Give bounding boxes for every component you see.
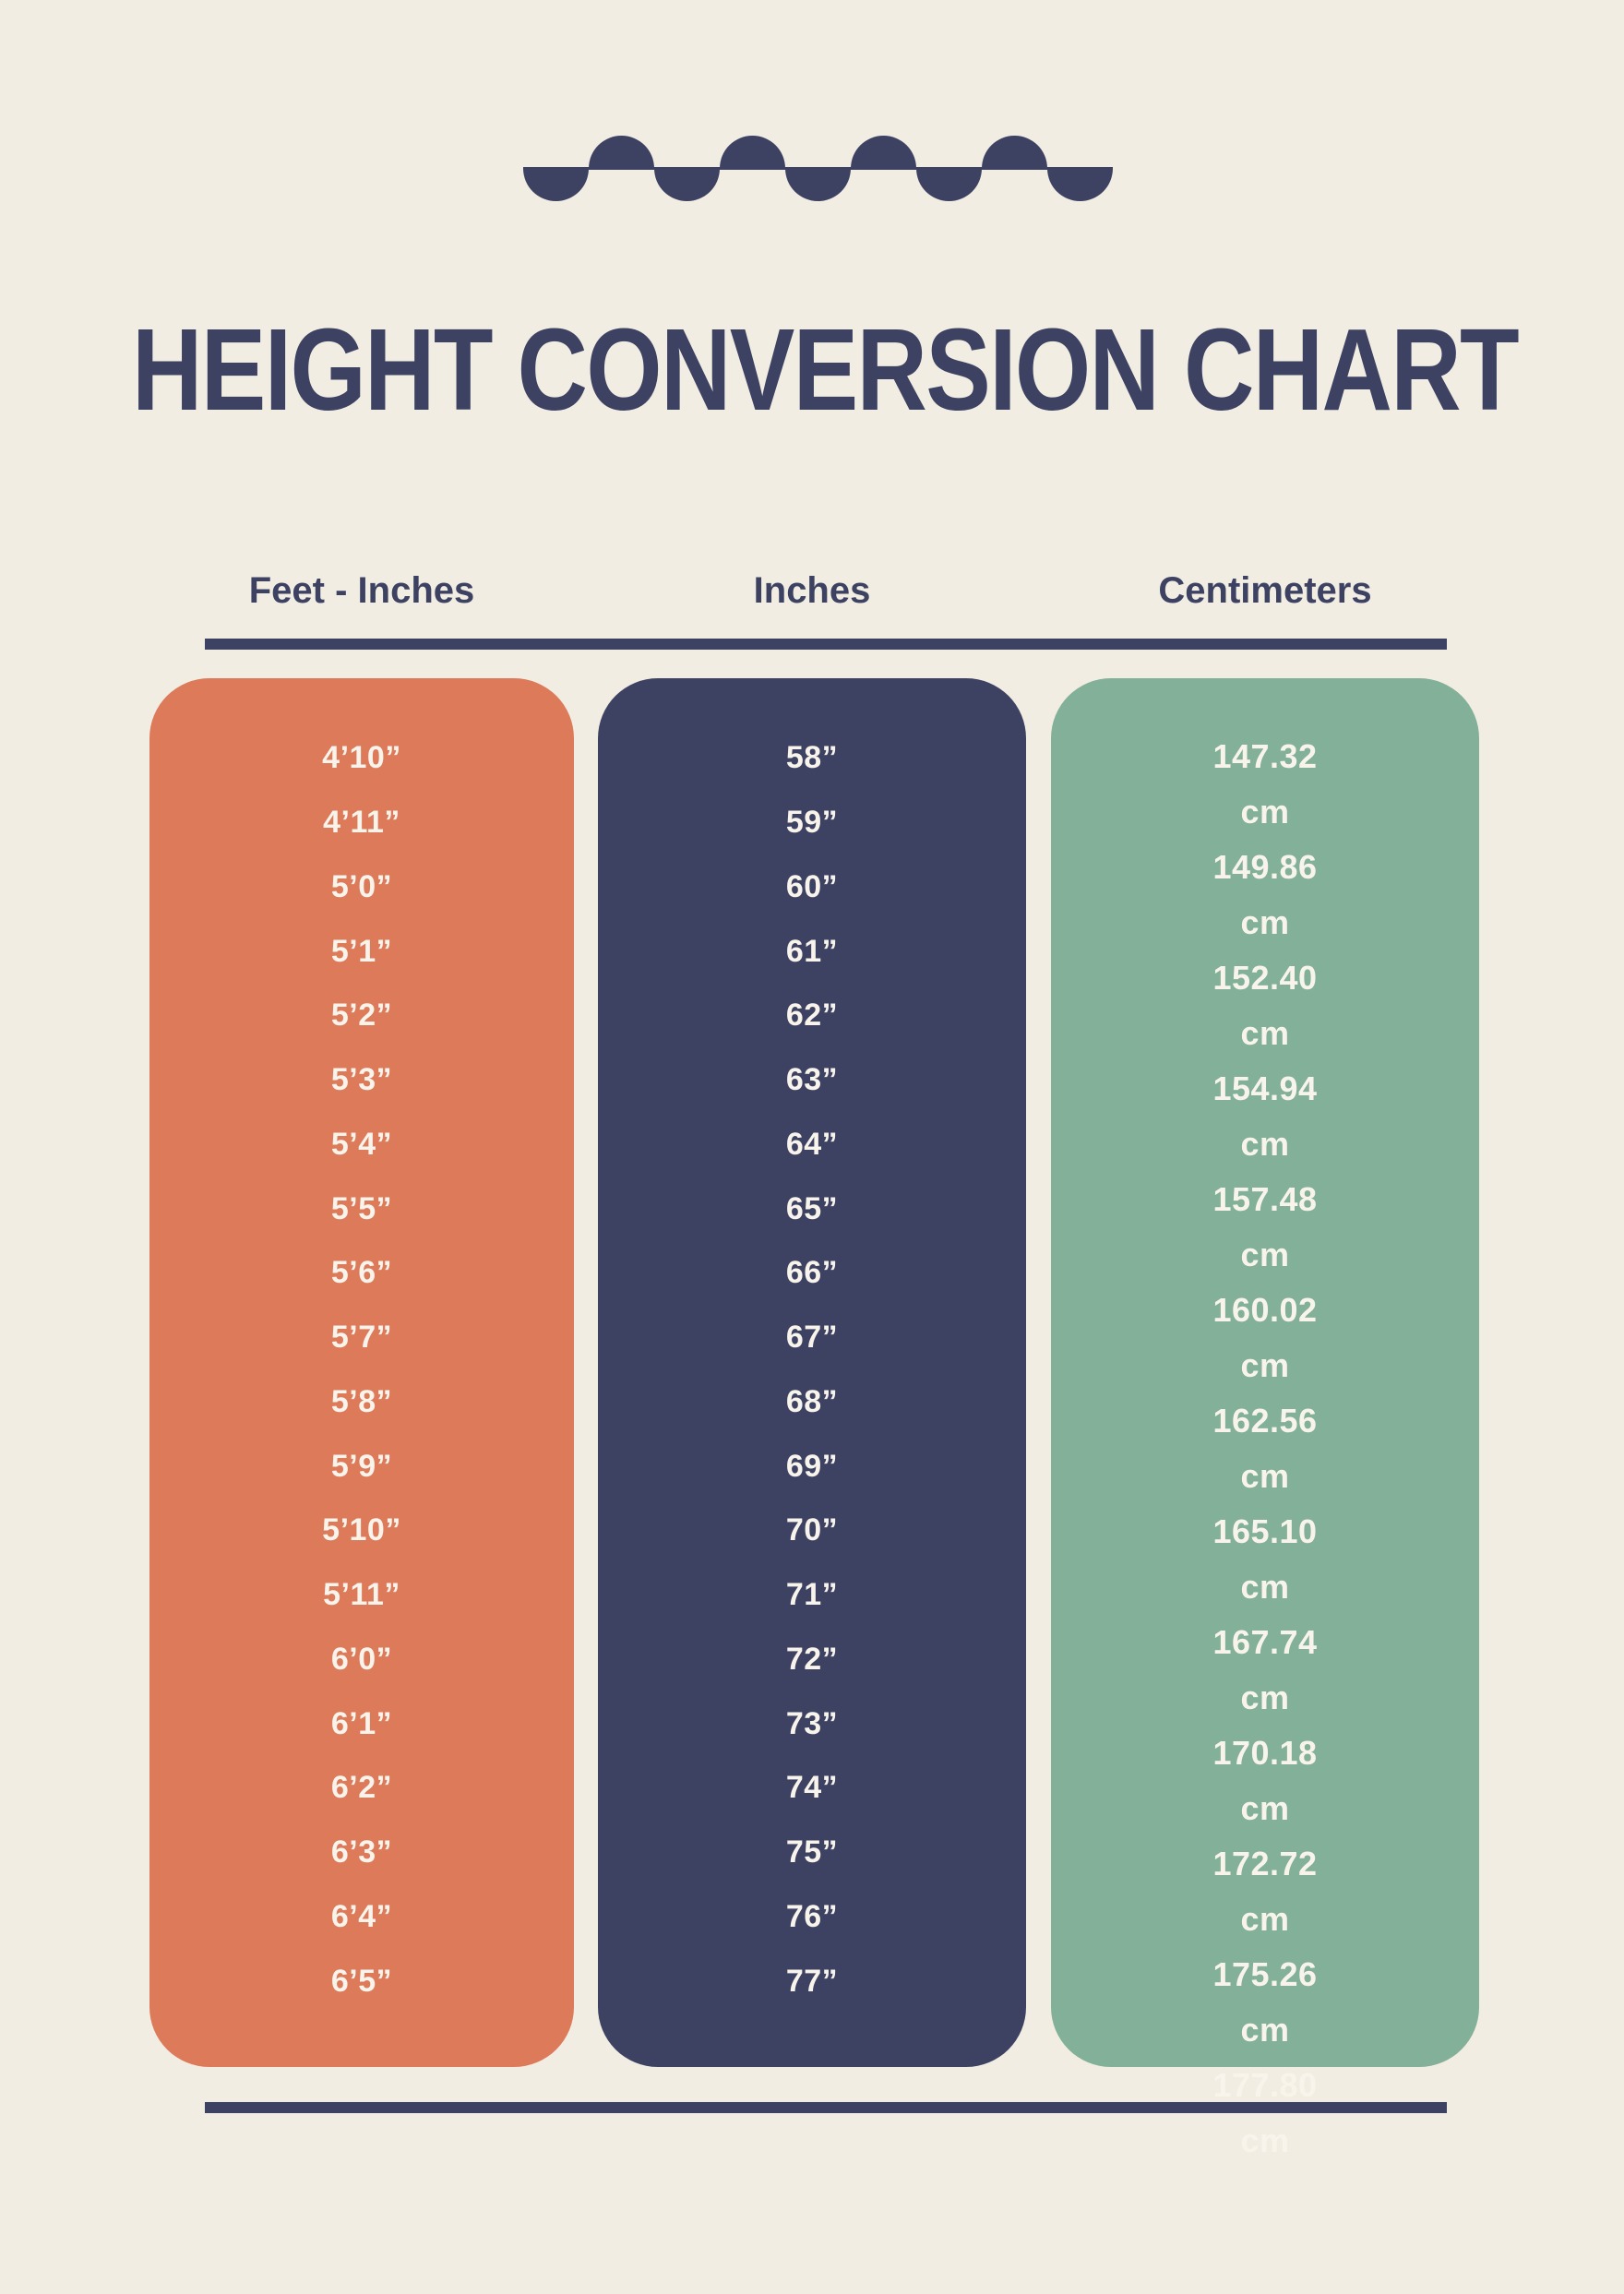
page-title-text: HEIGHT CONVERSION CHART [132,305,1520,435]
centimeter-value: 177.80 [1212,2066,1318,2104]
centimeters-entry: 172.72 cm [1212,1836,1317,1947]
centimeter-unit: cm [1240,1457,1290,1495]
centimeter-value: 162.56 [1212,1402,1318,1440]
wave-bump-up [851,136,916,169]
wave-bump-down [785,168,851,201]
centimeter-unit: cm [1240,2011,1290,2049]
centimeters-entry: 157.48 cm [1212,1172,1317,1283]
inches-row: 73” [785,1705,839,1741]
feet-inches-row: 4’11” [323,805,400,841]
inches-row: 72” [785,1641,839,1677]
centimeters-entry: 147.32 cm [1212,729,1317,840]
feet-inches-row: 6’0” [330,1641,393,1677]
centimeter-value: 149.86 [1212,848,1318,886]
wave-bump-down [654,168,720,201]
feet-inches-row: 6’1” [330,1705,393,1741]
inches-row: 58” [785,740,839,776]
inches-column: 58” 59” 60” 61” 62” 63” 64” 65” 66” 67” 68” 69” 70” 7… [598,678,1026,2067]
inches-row: 62” [785,998,839,1033]
centimeter-value: 175.26 [1212,1955,1318,1993]
feet-inches-row: 6’4” [330,1898,393,1934]
centimeter-value: 167.74 [1212,1623,1318,1661]
centimeter-unit: cm [1240,1346,1290,1384]
centimeters-entry: 177.80 cm [1212,2058,1317,2169]
feet-inches-row: 5’6” [330,1255,393,1291]
feet-inches-row: 6’2” [330,1770,393,1806]
column-header-feet-inches: Feet - Inches [248,570,475,611]
column-header-centimeters: Centimeters [1158,570,1372,611]
wave-bump-down [916,168,982,201]
inches-row: 77” [785,1963,839,1999]
centimeter-value: 147.32 [1212,737,1318,775]
inches-row: 70” [785,1512,839,1548]
feet-inches-row: 6’5” [330,1963,393,1999]
inches-row: 63” [785,1062,839,1098]
centimeter-unit: cm [1240,1236,1290,1273]
centimeters-entry: 175.26 cm [1212,1947,1317,2058]
wave-bump-up [720,136,785,169]
centimeters-column: 147.32 cm 149.86 cm 152.40 cm 154.94 cm 157.48 cm… [1051,678,1479,2159]
feet-inches-row: 5’0” [330,868,393,904]
wave-decoration [523,136,1113,201]
inches-row: 76” [785,1898,839,1934]
centimeter-value: 160.02 [1212,1291,1318,1329]
inches-row: 67” [785,1320,839,1356]
centimeters-entry: 152.40 cm [1212,950,1317,1061]
feet-inches-row: 5’2” [330,998,393,1033]
feet-inches-row: 5’1” [330,933,393,969]
inches-row: 65” [785,1190,839,1226]
inches-row: 68” [785,1383,839,1419]
wave-bump-up [589,136,654,169]
bottom-divider-line [205,2102,1447,2113]
centimeters-entry: 154.94 cm [1212,1061,1317,1172]
centimeter-unit: cm [1240,903,1290,941]
feet-inches-row: 6’3” [330,1834,393,1870]
inches-row: 71” [785,1577,839,1613]
feet-inches-row: 5’11” [323,1577,400,1613]
centimeters-entry: 149.86 cm [1212,840,1317,950]
centimeters-entry: 167.74 cm [1212,1615,1317,1726]
feet-inches-row: 5’10” [322,1512,401,1548]
inches-row: 59” [785,805,839,841]
centimeter-unit: cm [1240,1679,1290,1716]
centimeters-entry: 160.02 cm [1212,1283,1317,1393]
feet-inches-row: 4’10” [322,740,401,776]
centimeter-value: 152.40 [1212,959,1318,997]
centimeters-entry: 162.56 cm [1212,1393,1317,1504]
centimeters-entry: 165.10 cm [1212,1504,1317,1615]
inches-row: 61” [785,933,839,969]
feet-inches-row: 5’9” [330,1448,393,1484]
centimeter-value: 172.72 [1212,1845,1318,1882]
feet-inches-row: 5’4” [330,1126,393,1162]
inches-row: 74” [785,1770,839,1806]
feet-inches-row: 5’3” [330,1062,393,1098]
centimeter-unit: cm [1240,1568,1290,1606]
centimeter-unit: cm [1240,1014,1290,1052]
inches-row: 66” [785,1255,839,1291]
wave-bump-down [1047,168,1113,201]
feet-inches-row: 5’8” [330,1383,393,1419]
inches-row: 75” [785,1834,839,1870]
inches-row: 60” [785,868,839,904]
centimeter-value: 170.18 [1212,1734,1318,1772]
inches-row: 69” [785,1448,839,1484]
centimeter-value: 157.48 [1212,1180,1318,1218]
centimeters-entry: 170.18 cm [1212,1726,1317,1836]
inches-row: 64” [785,1126,839,1162]
centimeter-unit: cm [1240,1789,1290,1827]
centimeter-unit: cm [1240,2121,1290,2159]
wave-bump-up [982,136,1047,169]
feet-inches-column: 4’10” 4’11” 5’0” 5’1” 5’2” 5’3” 5’4” 5’5” 5’6” 5’… [149,678,574,2067]
centimeter-value: 165.10 [1212,1512,1318,1550]
centimeter-unit: cm [1240,1125,1290,1163]
centimeter-value: 154.94 [1212,1069,1318,1107]
feet-inches-row: 5’7” [330,1320,393,1356]
header-divider-line [205,639,1447,650]
wave-bump-down [523,168,589,201]
centimeter-unit: cm [1240,1900,1290,1938]
page-title: HEIGHT CONVERSION CHART [0,312,1624,428]
centimeter-unit: cm [1240,793,1290,830]
column-header-inches: Inches [753,570,871,611]
feet-inches-row: 5’5” [330,1190,393,1226]
